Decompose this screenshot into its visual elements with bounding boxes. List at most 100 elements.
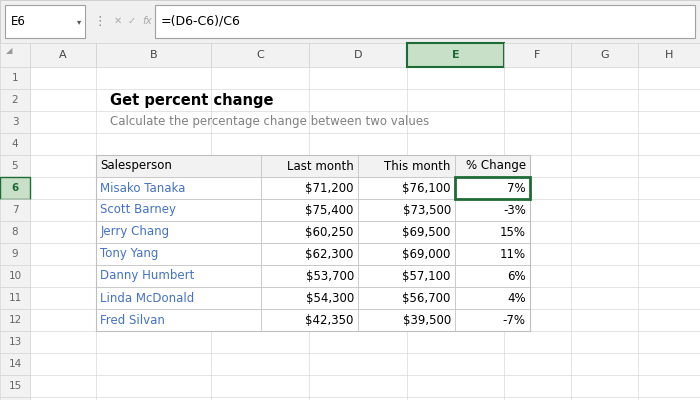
Bar bbox=[0, 309, 30, 331]
Text: $57,100: $57,100 bbox=[402, 270, 451, 282]
Bar bbox=[358, 177, 455, 199]
Text: $76,100: $76,100 bbox=[402, 182, 451, 194]
Text: % Change: % Change bbox=[466, 160, 526, 172]
Bar bbox=[455, 221, 530, 243]
Text: Tony Yang: Tony Yang bbox=[100, 248, 159, 260]
Bar bbox=[211, 43, 309, 67]
Bar bbox=[261, 287, 358, 309]
Bar bbox=[261, 199, 358, 221]
Text: 7: 7 bbox=[12, 205, 18, 215]
Bar bbox=[0, 221, 30, 243]
Text: $56,700: $56,700 bbox=[402, 292, 451, 304]
Bar bbox=[0, 0, 700, 43]
Text: 9: 9 bbox=[12, 249, 18, 259]
Bar bbox=[96, 155, 530, 331]
Text: 14: 14 bbox=[8, 359, 22, 369]
Bar bbox=[5, 5, 85, 38]
Bar bbox=[96, 243, 261, 265]
Bar bbox=[261, 221, 358, 243]
Bar bbox=[455, 177, 530, 199]
Text: ▾: ▾ bbox=[77, 17, 81, 26]
Text: $73,500: $73,500 bbox=[402, 204, 451, 216]
Bar bbox=[455, 265, 530, 287]
Text: 4%: 4% bbox=[508, 292, 526, 304]
Text: D: D bbox=[354, 50, 363, 60]
Text: 11: 11 bbox=[8, 293, 22, 303]
Text: ⋮: ⋮ bbox=[94, 14, 106, 28]
Bar bbox=[96, 177, 261, 199]
Text: Misako Tanaka: Misako Tanaka bbox=[100, 182, 186, 194]
Text: Salesperson: Salesperson bbox=[100, 160, 172, 172]
Text: 6%: 6% bbox=[508, 270, 526, 282]
Bar bbox=[407, 43, 504, 67]
Text: -3%: -3% bbox=[503, 204, 526, 216]
Text: 7%: 7% bbox=[508, 182, 526, 194]
Text: Scott Barney: Scott Barney bbox=[100, 204, 176, 216]
Text: -7%: -7% bbox=[503, 314, 526, 326]
Text: ◢: ◢ bbox=[6, 46, 13, 55]
Bar bbox=[0, 265, 30, 287]
Text: fx: fx bbox=[142, 16, 152, 26]
Bar bbox=[0, 133, 30, 155]
Bar bbox=[358, 221, 455, 243]
Bar bbox=[96, 309, 261, 331]
Bar bbox=[358, 287, 455, 309]
Text: $62,300: $62,300 bbox=[305, 248, 354, 260]
Bar bbox=[0, 397, 30, 400]
Bar bbox=[358, 155, 455, 177]
Bar bbox=[0, 177, 30, 199]
Text: 2: 2 bbox=[12, 95, 18, 105]
Bar bbox=[455, 309, 530, 331]
Text: $42,350: $42,350 bbox=[305, 314, 354, 326]
Text: G: G bbox=[600, 50, 609, 60]
Text: 15%: 15% bbox=[500, 226, 526, 238]
Bar bbox=[96, 265, 261, 287]
Text: $53,700: $53,700 bbox=[305, 270, 354, 282]
Bar bbox=[638, 43, 700, 67]
Text: 8: 8 bbox=[12, 227, 18, 237]
Text: $69,500: $69,500 bbox=[402, 226, 451, 238]
Text: 5: 5 bbox=[12, 161, 18, 171]
Bar bbox=[96, 199, 261, 221]
Bar bbox=[0, 243, 30, 265]
Bar bbox=[0, 43, 700, 67]
Bar bbox=[96, 287, 261, 309]
Text: $60,250: $60,250 bbox=[305, 226, 354, 238]
Text: E: E bbox=[452, 50, 459, 60]
Text: 6: 6 bbox=[11, 183, 19, 193]
Text: Fred Silvan: Fred Silvan bbox=[100, 314, 165, 326]
Text: 13: 13 bbox=[8, 337, 22, 347]
Bar bbox=[0, 67, 30, 89]
Text: =(D6-C6)/C6: =(D6-C6)/C6 bbox=[160, 15, 241, 28]
Bar bbox=[0, 199, 30, 221]
Bar bbox=[0, 89, 30, 111]
Text: Last month: Last month bbox=[287, 160, 354, 172]
Bar bbox=[30, 43, 96, 67]
Bar bbox=[455, 155, 530, 177]
Text: C: C bbox=[256, 50, 264, 60]
Bar bbox=[0, 353, 30, 375]
Text: $69,000: $69,000 bbox=[402, 248, 451, 260]
Text: E6: E6 bbox=[10, 15, 25, 28]
Text: $39,500: $39,500 bbox=[402, 314, 451, 326]
Text: $71,200: $71,200 bbox=[305, 182, 354, 194]
Bar bbox=[455, 243, 530, 265]
Bar bbox=[455, 177, 530, 199]
Bar bbox=[0, 111, 30, 133]
Bar bbox=[358, 199, 455, 221]
Bar bbox=[504, 43, 571, 67]
Bar bbox=[0, 375, 30, 397]
Bar bbox=[455, 199, 530, 221]
Bar bbox=[96, 43, 211, 67]
Text: Jerry Chang: Jerry Chang bbox=[100, 226, 169, 238]
Text: This month: This month bbox=[384, 160, 451, 172]
Text: Linda McDonald: Linda McDonald bbox=[100, 292, 195, 304]
Text: A: A bbox=[60, 50, 66, 60]
Bar bbox=[455, 287, 530, 309]
Bar bbox=[358, 243, 455, 265]
Text: 3: 3 bbox=[12, 117, 18, 127]
Bar bbox=[261, 243, 358, 265]
Text: 11%: 11% bbox=[500, 248, 526, 260]
Text: B: B bbox=[150, 50, 158, 60]
Bar bbox=[30, 67, 700, 400]
